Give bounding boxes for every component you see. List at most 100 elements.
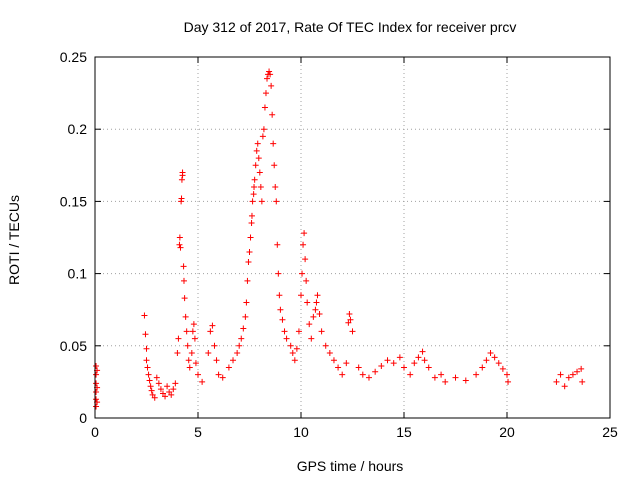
data-point bbox=[243, 299, 250, 306]
y-axis-label: ROTI / TECUs bbox=[6, 195, 22, 285]
data-point bbox=[298, 292, 304, 299]
data-point bbox=[155, 380, 162, 387]
data-point bbox=[258, 198, 265, 205]
data-point bbox=[269, 111, 276, 118]
data-point bbox=[390, 360, 397, 367]
x-tick-label: 20 bbox=[499, 424, 515, 440]
data-point bbox=[504, 371, 510, 378]
data-point bbox=[168, 391, 175, 398]
data-point bbox=[260, 126, 267, 133]
x-axis-label: GPS time / hours bbox=[297, 458, 404, 474]
data-point bbox=[499, 365, 506, 372]
data-point bbox=[240, 325, 247, 332]
data-point bbox=[207, 328, 214, 335]
data-point bbox=[248, 212, 255, 219]
data-point bbox=[190, 321, 197, 328]
data-point bbox=[248, 220, 255, 227]
chart-title: Day 312 of 2017, Rate Of TEC Index for r… bbox=[184, 19, 517, 35]
data-point bbox=[396, 354, 403, 361]
data-point bbox=[273, 198, 280, 205]
x-tick-label: 15 bbox=[396, 424, 412, 440]
data-point bbox=[419, 348, 426, 355]
data-point bbox=[180, 263, 187, 270]
data-point bbox=[384, 357, 391, 364]
data-point bbox=[491, 354, 498, 361]
data-point bbox=[249, 198, 256, 205]
data-point bbox=[295, 328, 302, 335]
data-point bbox=[192, 360, 199, 367]
data-point bbox=[93, 403, 100, 410]
plot-frame bbox=[94, 56, 611, 419]
data-point bbox=[299, 270, 306, 277]
x-tick-label: 5 bbox=[194, 424, 202, 440]
y-tick-label: 0.15 bbox=[60, 193, 87, 209]
data-point bbox=[359, 371, 366, 378]
data-point bbox=[242, 313, 249, 320]
data-point bbox=[287, 342, 294, 349]
data-point bbox=[147, 383, 154, 390]
data-point bbox=[495, 360, 502, 367]
data-point bbox=[176, 234, 183, 241]
data-point bbox=[146, 377, 153, 384]
data-point bbox=[174, 350, 181, 357]
data-point bbox=[438, 371, 445, 378]
data-point bbox=[151, 394, 158, 401]
data-point bbox=[176, 241, 183, 248]
data-point bbox=[266, 68, 273, 75]
data-point bbox=[178, 176, 185, 183]
data-point bbox=[252, 162, 259, 169]
data-point bbox=[245, 259, 252, 266]
data-point bbox=[347, 316, 354, 323]
data-point bbox=[355, 364, 362, 371]
data-point bbox=[195, 371, 201, 378]
data-point bbox=[452, 374, 459, 381]
data-point bbox=[238, 335, 245, 342]
data-point bbox=[557, 371, 564, 378]
data-point bbox=[343, 360, 350, 367]
data-point bbox=[283, 335, 290, 342]
data-point bbox=[142, 331, 149, 338]
data-point bbox=[262, 90, 269, 97]
data-point bbox=[267, 71, 274, 78]
data-point bbox=[185, 357, 192, 364]
y-tick-label: 0.1 bbox=[68, 266, 88, 282]
data-point bbox=[279, 316, 286, 323]
data-point bbox=[304, 299, 311, 306]
data-point bbox=[177, 244, 184, 251]
data-point bbox=[293, 345, 300, 352]
data-point bbox=[310, 313, 317, 320]
data-point bbox=[291, 357, 298, 364]
data-point bbox=[256, 169, 263, 176]
data-points bbox=[93, 68, 586, 410]
data-point bbox=[93, 363, 100, 370]
data-point bbox=[93, 389, 100, 396]
data-point bbox=[253, 147, 260, 154]
data-point bbox=[180, 277, 187, 284]
data-point bbox=[272, 183, 279, 190]
data-point bbox=[145, 371, 152, 378]
data-point bbox=[186, 364, 193, 371]
data-point bbox=[274, 241, 281, 248]
data-point bbox=[175, 335, 182, 342]
data-point bbox=[473, 371, 480, 378]
data-point bbox=[314, 292, 321, 299]
data-point bbox=[275, 270, 282, 277]
data-point bbox=[141, 312, 148, 319]
y-tick-label: 0.2 bbox=[68, 121, 88, 137]
plot-grid bbox=[95, 57, 610, 418]
data-point bbox=[407, 371, 414, 378]
y-tick-label: 0.25 bbox=[60, 49, 87, 65]
data-point bbox=[302, 256, 309, 263]
data-point bbox=[246, 248, 253, 255]
data-point bbox=[259, 133, 266, 140]
data-point bbox=[170, 386, 177, 393]
data-point bbox=[211, 342, 218, 349]
data-point bbox=[164, 383, 171, 390]
data-point bbox=[306, 321, 313, 328]
data-point bbox=[234, 350, 241, 357]
data-point bbox=[199, 378, 206, 385]
data-point bbox=[93, 396, 100, 403]
data-point bbox=[425, 364, 432, 371]
data-point bbox=[189, 328, 196, 335]
data-point bbox=[178, 195, 185, 202]
